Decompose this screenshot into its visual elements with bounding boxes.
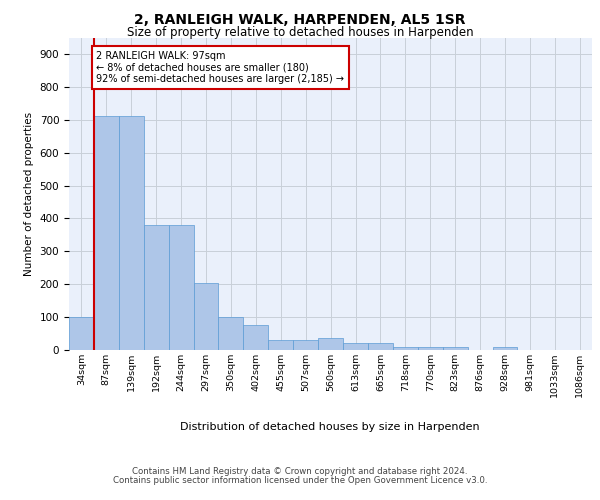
Bar xyxy=(94,116,119,350)
Bar xyxy=(343,344,368,350)
Text: Contains HM Land Registry data © Crown copyright and database right 2024.: Contains HM Land Registry data © Crown c… xyxy=(132,467,468,476)
Bar xyxy=(194,282,218,350)
Y-axis label: Number of detached properties: Number of detached properties xyxy=(24,112,34,276)
Text: Distribution of detached houses by size in Harpenden: Distribution of detached houses by size … xyxy=(180,422,480,432)
Bar xyxy=(268,340,293,350)
Bar xyxy=(144,225,169,350)
Text: 2 RANLEIGH WALK: 97sqm
← 8% of detached houses are smaller (180)
92% of semi-det: 2 RANLEIGH WALK: 97sqm ← 8% of detached … xyxy=(97,50,344,84)
Bar xyxy=(244,326,268,350)
Text: Contains public sector information licensed under the Open Government Licence v3: Contains public sector information licen… xyxy=(113,476,487,485)
Bar xyxy=(69,317,94,350)
Bar xyxy=(318,338,343,350)
Text: Size of property relative to detached houses in Harpenden: Size of property relative to detached ho… xyxy=(127,26,473,39)
Bar xyxy=(119,116,144,350)
Bar xyxy=(169,225,194,350)
Bar xyxy=(493,346,517,350)
Bar xyxy=(393,346,418,350)
Bar xyxy=(293,340,318,350)
Bar xyxy=(418,346,443,350)
Bar xyxy=(218,317,244,350)
Text: 2, RANLEIGH WALK, HARPENDEN, AL5 1SR: 2, RANLEIGH WALK, HARPENDEN, AL5 1SR xyxy=(134,12,466,26)
Bar xyxy=(443,346,467,350)
Bar xyxy=(368,344,393,350)
